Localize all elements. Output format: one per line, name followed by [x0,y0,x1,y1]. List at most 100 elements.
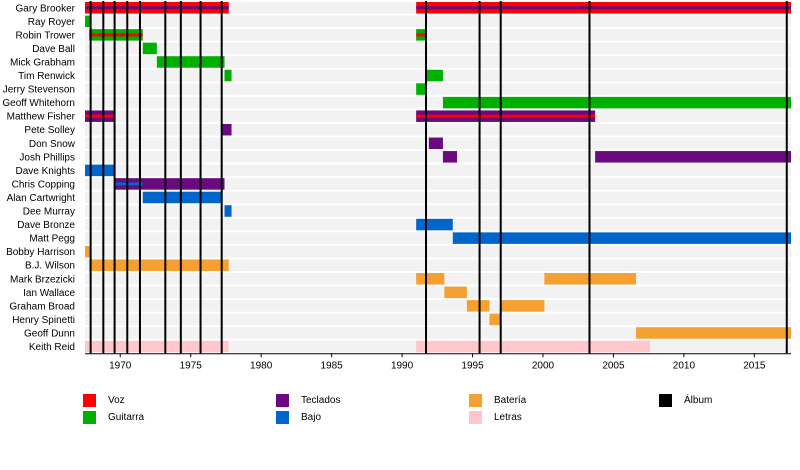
legend-item-letras: Letras [469,409,522,425]
member-label: Don Snow [29,139,76,150]
member-label: Pete Solley [24,125,75,136]
member-label: Geoff Dunn [24,328,75,339]
member-label: Jerry Stevenson [3,85,75,96]
legend-item-album: Álbum [659,392,712,408]
legend-label-voz: Voz [108,394,125,406]
membership-bar [85,340,229,353]
membership-bars [85,2,791,353]
member-label: Gary Brooker [16,3,76,14]
row-background [85,178,791,190]
membership-bar [221,123,232,136]
x-tick-label: 2000 [532,360,555,371]
secondary-role-stripe [114,182,143,186]
legend-label-letras: Letras [494,411,522,423]
membership-bar [89,259,229,271]
legend-swatch-guitarra [83,410,96,424]
x-tick-label: 1970 [109,360,132,371]
row-backgrounds [85,2,791,353]
membership-bar [224,69,232,82]
membership-bar [452,232,791,244]
legend-label-album: Álbum [684,394,713,406]
member-label: Josh Phillips [19,152,75,163]
legend-swatch-bajo [276,410,289,424]
legend-swatch-teclados [276,393,289,407]
member-label: Mick Grabham [10,57,75,68]
membership-bar [442,151,458,163]
membership-bar [426,69,443,82]
secondary-role-stripe [416,33,427,37]
album-lines [89,1,788,354]
membership-bar [444,286,467,299]
member-label: Henry Spinetti [12,315,75,326]
member-label: Dave Bronze [17,220,75,231]
x-tick-label: 1975 [180,360,203,371]
legend-item-voz: Voz [83,392,125,408]
membership-bar [85,245,91,258]
member-label: Chris Copping [12,179,75,190]
membership-bar [489,313,501,326]
member-label: Bobby Harrison [6,247,75,258]
secondary-role-stripe [416,114,596,118]
x-tick-label: 2015 [743,360,766,371]
legend: Voz Guitarra Teclados Bajo Batería Letra… [0,390,800,430]
row-background [85,15,791,28]
row-background [85,205,791,217]
member-label: Dave Knights [16,166,75,177]
secondary-role-stripe [89,33,143,37]
row-background [85,42,791,55]
membership-bar [635,327,791,339]
legend-label-bateria: Batería [494,394,527,406]
row-background [85,286,791,299]
membership-bar [114,178,225,190]
member-label: Matthew Fisher [7,112,76,123]
secondary-role-stripe [416,6,791,10]
row-background [85,123,791,136]
legend-swatch-bateria [469,393,482,407]
legend-swatch-letras [469,410,482,424]
x-tick-label: 1980 [250,360,273,371]
row-background [85,96,791,109]
legend-swatch-album [659,393,672,407]
membership-bar [224,205,232,217]
band-timeline-chart: Gary Brooker Ray Royer Robin Trower Dave Ba… [2,1,791,371]
membership-bar [416,83,427,95]
row-background [85,327,791,339]
row-background [85,300,791,312]
membership-bar [156,56,225,68]
row-background [85,83,791,95]
member-label: Ian Wallace [23,288,75,299]
row-background [85,232,791,244]
x-tick-label: 2005 [602,360,625,371]
x-axis: 1970 1975 1980 1985 1990 1995 2000 2005 2010 2015 [85,353,791,371]
row-background [85,56,791,68]
x-tick-label: 1990 [391,360,414,371]
member-label: Tim Renwick [18,71,76,82]
member-label: Keith Reid [29,342,75,353]
membership-bar [428,137,443,150]
legend-item-bateria: Batería [469,392,526,408]
membership-bar [416,218,453,231]
legend-item-bajo: Bajo [276,409,321,425]
row-background [85,313,791,326]
x-tick-label: 1995 [461,360,484,371]
member-label: Graham Broad [9,301,75,312]
member-label: Ray Royer [28,17,76,28]
member-label: B.J. Wilson [25,261,75,272]
membership-bar [85,15,91,28]
membership-bar [466,300,490,312]
membership-bar [416,340,651,353]
membership-bar [142,191,222,204]
row-background [85,259,791,271]
secondary-role-stripe [85,6,229,10]
legend-label-teclados: Teclados [301,394,341,406]
membership-bar [500,300,545,312]
x-tick-label: 1985 [320,360,343,371]
membership-bar [85,164,115,177]
membership-bar [416,273,445,285]
legend-swatch-voz [83,393,96,407]
member-label: Dee Murray [23,207,75,218]
member-label: Geoff Whitehorn [2,98,75,109]
membership-bar [142,42,157,55]
row-background [85,164,791,177]
secondary-role-stripe [85,114,115,118]
